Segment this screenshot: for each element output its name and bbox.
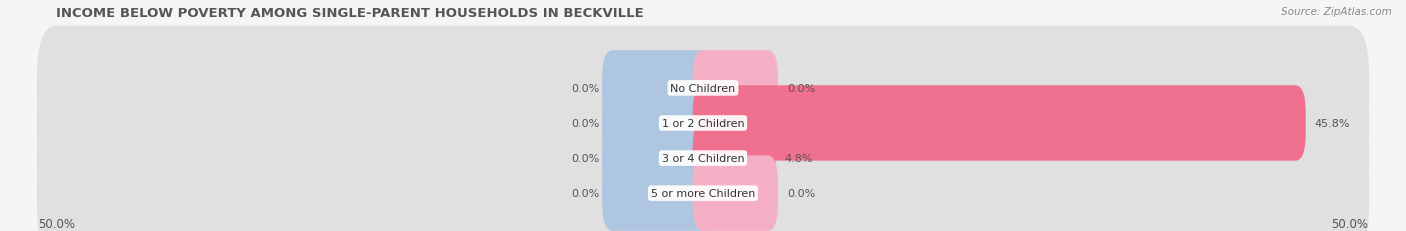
Text: Source: ZipAtlas.com: Source: ZipAtlas.com (1281, 7, 1392, 17)
Text: 3 or 4 Children: 3 or 4 Children (662, 153, 744, 163)
Text: 0.0%: 0.0% (571, 84, 599, 94)
FancyBboxPatch shape (602, 156, 713, 231)
Text: 0.0%: 0.0% (571, 153, 599, 163)
FancyBboxPatch shape (37, 96, 1369, 220)
FancyBboxPatch shape (37, 27, 1369, 151)
Text: 5 or more Children: 5 or more Children (651, 188, 755, 198)
FancyBboxPatch shape (37, 61, 1369, 185)
Text: 1 or 2 Children: 1 or 2 Children (662, 119, 744, 128)
Text: 0.0%: 0.0% (787, 84, 815, 94)
FancyBboxPatch shape (37, 131, 1369, 231)
Text: 45.8%: 45.8% (1315, 119, 1350, 128)
FancyBboxPatch shape (602, 121, 713, 196)
Text: INCOME BELOW POVERTY AMONG SINGLE-PARENT HOUSEHOLDS IN BECKVILLE: INCOME BELOW POVERTY AMONG SINGLE-PARENT… (56, 7, 644, 20)
Text: 0.0%: 0.0% (571, 119, 599, 128)
Text: No Children: No Children (671, 84, 735, 94)
FancyBboxPatch shape (602, 51, 713, 126)
Text: 0.0%: 0.0% (787, 188, 815, 198)
Text: 0.0%: 0.0% (571, 188, 599, 198)
FancyBboxPatch shape (693, 156, 778, 231)
FancyBboxPatch shape (602, 86, 713, 161)
Text: 4.8%: 4.8% (785, 153, 813, 163)
FancyBboxPatch shape (693, 51, 778, 126)
FancyBboxPatch shape (693, 86, 1306, 161)
FancyBboxPatch shape (693, 121, 776, 196)
